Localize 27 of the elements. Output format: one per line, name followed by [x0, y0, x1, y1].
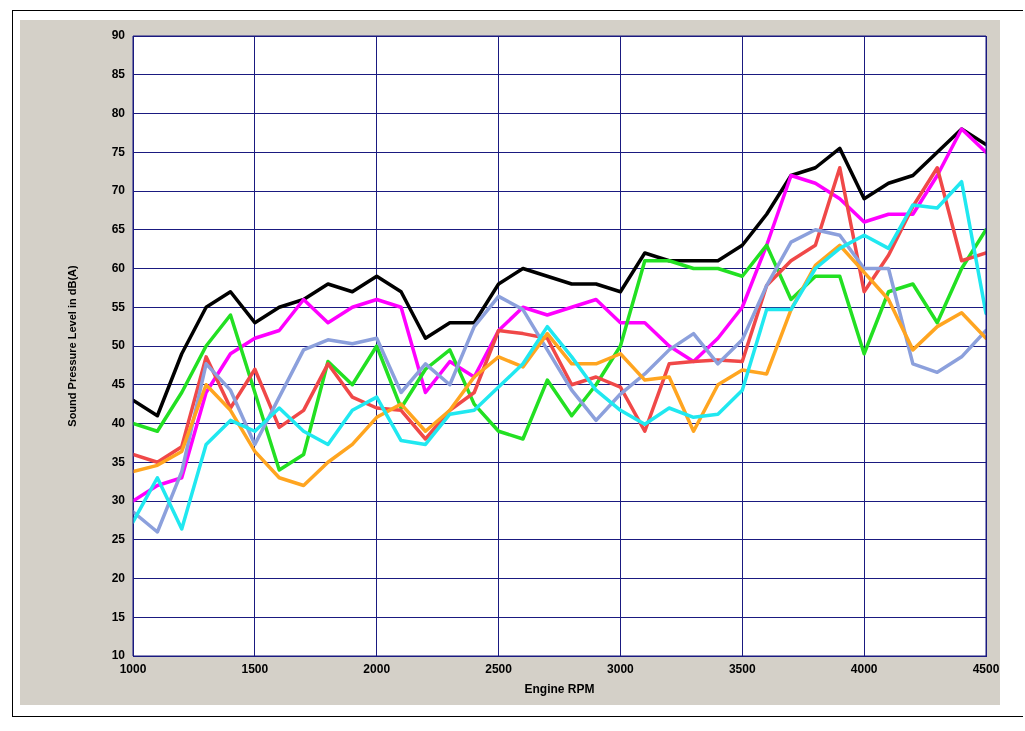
- y-tick-label: 80: [111, 105, 126, 120]
- y-tick-label: 55: [111, 299, 126, 314]
- y-tick-label: 10: [111, 648, 126, 663]
- x-tick-label: 2500: [485, 661, 513, 676]
- x-tick-label: 3000: [607, 661, 635, 676]
- y-tick-label: 85: [111, 67, 126, 82]
- x-tick-label: 4500: [972, 661, 1000, 676]
- y-tick-label: 65: [111, 222, 126, 237]
- y-tick-label: 45: [111, 377, 126, 392]
- y-tick-label: 90: [111, 28, 126, 43]
- y-tick-label: 35: [111, 454, 126, 469]
- x-axis-title: Engine RPM: [524, 682, 595, 697]
- y-tick-label: 60: [111, 260, 126, 275]
- y-axis-title: Sound Pressure Level in dB(A): [65, 264, 78, 427]
- y-tick-label: 40: [111, 415, 126, 430]
- y-tick-label: 20: [111, 570, 126, 585]
- x-tick-label: 1000: [119, 661, 147, 676]
- y-tick-label: 70: [111, 183, 126, 198]
- x-tick-label: 1500: [241, 661, 269, 676]
- y-tick-label: 50: [111, 338, 126, 353]
- y-tick-label: 25: [111, 532, 126, 547]
- x-tick-label: 3500: [728, 661, 756, 676]
- y-tick-label: 30: [111, 493, 126, 508]
- x-tick-label: 2000: [363, 661, 391, 676]
- x-tick-label: 4000: [850, 661, 878, 676]
- y-tick-label: 15: [111, 609, 126, 624]
- y-tick-label: 75: [111, 144, 126, 159]
